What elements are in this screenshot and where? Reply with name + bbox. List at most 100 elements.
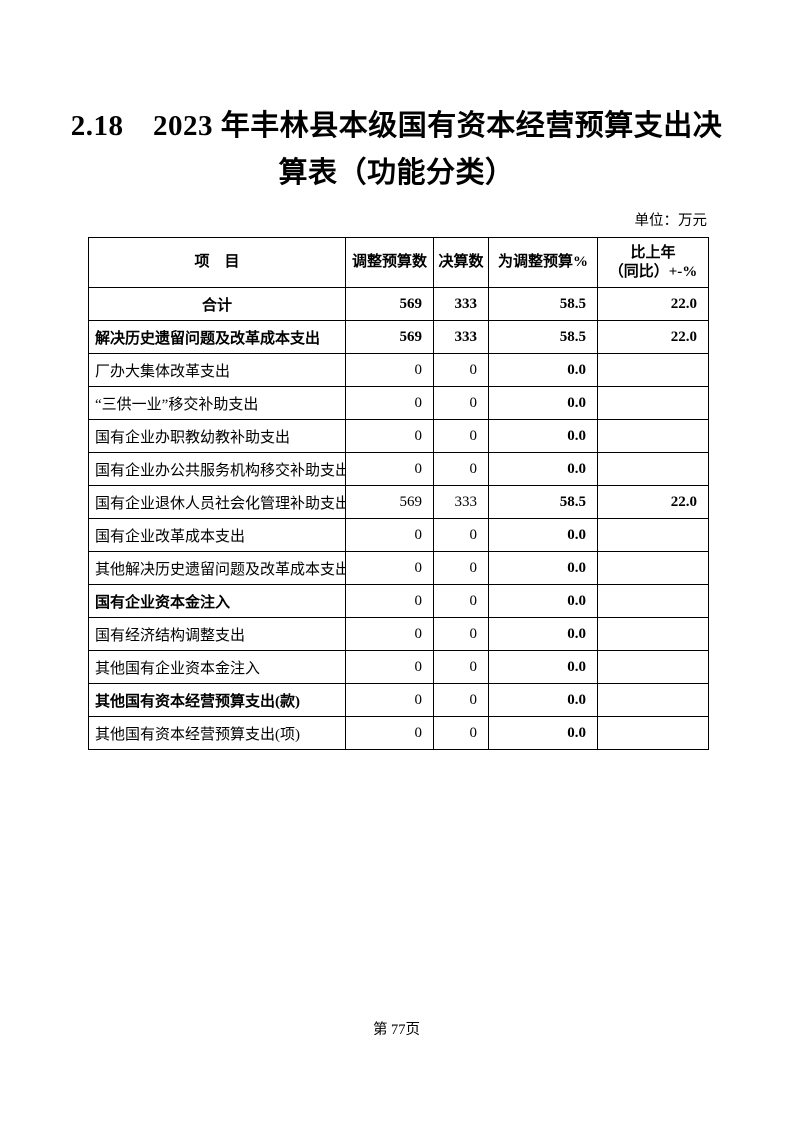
adjusted-budget-value: 0 bbox=[345, 716, 434, 750]
pct-of-adjusted-value: 58.5 bbox=[488, 320, 598, 354]
table-row: 其他国有资本经营预算支出(款) 0 0 0.0 bbox=[88, 683, 709, 717]
table-row: 国有企业改革成本支出 0 0 0.0 bbox=[88, 518, 709, 552]
pct-of-adjusted-value: 0.0 bbox=[488, 650, 598, 684]
yoy-value bbox=[597, 584, 709, 618]
pct-of-adjusted-value: 0.0 bbox=[488, 452, 598, 486]
table-row: 其他国有企业资本金注入 0 0 0.0 bbox=[88, 650, 709, 684]
row-item-label: “三供一业”移交补助支出 bbox=[88, 386, 346, 420]
adjusted-budget-value: 0 bbox=[345, 518, 434, 552]
column-header-pct-of-adjusted: 为调整预算% bbox=[488, 237, 598, 288]
final-accounts-value: 0 bbox=[433, 617, 489, 651]
table-row: 国有企业办职教幼教补助支出 0 0 0.0 bbox=[88, 419, 709, 453]
column-header-adjusted-budget: 调整预算数 bbox=[345, 237, 434, 288]
yoy-value bbox=[597, 617, 709, 651]
pct-of-adjusted-value: 0.0 bbox=[488, 584, 598, 618]
pct-of-adjusted-value: 0.0 bbox=[488, 716, 598, 750]
table-row: 解决历史遗留问题及改革成本支出 569 333 58.5 22.0 bbox=[88, 320, 709, 354]
final-accounts-value: 0 bbox=[433, 683, 489, 717]
row-item-label: 解决历史遗留问题及改革成本支出 bbox=[88, 320, 346, 354]
final-accounts-value: 0 bbox=[433, 386, 489, 420]
table-row: 国有企业退休人员社会化管理补助支出 569 333 58.5 22.0 bbox=[88, 485, 709, 519]
column-header-item: 项 目 bbox=[88, 237, 346, 288]
adjusted-budget-value: 569 bbox=[345, 320, 434, 354]
row-item-label: 厂办大集体改革支出 bbox=[88, 353, 346, 387]
pct-of-adjusted-value: 0.0 bbox=[488, 518, 598, 552]
adjusted-budget-value: 0 bbox=[345, 617, 434, 651]
yoy-value bbox=[597, 419, 709, 453]
budget-expenditure-table: 项 目 调整预算数 决算数 为调整预算% 比上年 （同比）+-% 合计 569 33… bbox=[88, 237, 709, 750]
table-row: 厂办大集体改革支出 0 0 0.0 bbox=[88, 353, 709, 387]
table-row: 其他国有资本经营预算支出(项) 0 0 0.0 bbox=[88, 716, 709, 750]
column-header-final-accounts: 决算数 bbox=[433, 237, 489, 288]
yoy-value bbox=[597, 353, 709, 387]
column-header-yoy-line2: （同比）+-% bbox=[608, 263, 698, 280]
adjusted-budget-value: 0 bbox=[345, 353, 434, 387]
table-row: 国有企业资本金注入 0 0 0.0 bbox=[88, 584, 709, 618]
yoy-value bbox=[597, 518, 709, 552]
table-row: 其他解决历史遗留问题及改革成本支出 0 0 0.0 bbox=[88, 551, 709, 585]
final-accounts-value: 0 bbox=[433, 353, 489, 387]
page-title-line2: 算表（功能分类） bbox=[278, 157, 515, 189]
table-header: 项 目 调整预算数 决算数 为调整预算% 比上年 （同比）+-% bbox=[88, 237, 709, 288]
yoy-value bbox=[597, 716, 709, 750]
row-item-label: 国有企业资本金注入 bbox=[88, 584, 346, 618]
pct-of-adjusted-value: 0.0 bbox=[488, 386, 598, 420]
row-item-label: 国有企业改革成本支出 bbox=[88, 518, 346, 552]
table-row: 合计 569 333 58.5 22.0 bbox=[88, 287, 709, 321]
adjusted-budget-value: 569 bbox=[345, 485, 434, 519]
row-item-label: 其他国有资本经营预算支出(款) bbox=[88, 683, 346, 717]
page-title: 2.18 2023 年丰林县本级国有资本经营预算支出决 算表（功能分类） bbox=[60, 103, 733, 197]
table-body: 合计 569 333 58.5 22.0 解决历史遗留问题及改革成本支出 569 333 58.… bbox=[88, 287, 709, 750]
table-row: 国有经济结构调整支出 0 0 0.0 bbox=[88, 617, 709, 651]
final-accounts-value: 0 bbox=[433, 650, 489, 684]
adjusted-budget-value: 0 bbox=[345, 419, 434, 453]
final-accounts-value: 0 bbox=[433, 551, 489, 585]
pct-of-adjusted-value: 0.0 bbox=[488, 419, 598, 453]
column-header-yoy: 比上年 （同比）+-% bbox=[597, 237, 709, 288]
yoy-value bbox=[597, 452, 709, 486]
row-item-label: 合计 bbox=[88, 287, 346, 321]
yoy-value bbox=[597, 551, 709, 585]
row-item-label: 国有企业办职教幼教补助支出 bbox=[88, 419, 346, 453]
row-item-label: 其他国有企业资本金注入 bbox=[88, 650, 346, 684]
unit-label: 单位：万元 bbox=[634, 213, 708, 229]
table-row: “三供一业”移交补助支出 0 0 0.0 bbox=[88, 386, 709, 420]
adjusted-budget-value: 0 bbox=[345, 452, 434, 486]
final-accounts-value: 0 bbox=[433, 419, 489, 453]
final-accounts-value: 0 bbox=[433, 716, 489, 750]
final-accounts-value: 333 bbox=[433, 320, 489, 354]
pct-of-adjusted-value: 58.5 bbox=[488, 287, 598, 321]
page-number: 第 77页 bbox=[372, 1022, 421, 1038]
yoy-value bbox=[597, 386, 709, 420]
pct-of-adjusted-value: 0.0 bbox=[488, 683, 598, 717]
final-accounts-value: 0 bbox=[433, 584, 489, 618]
row-item-label: 其他国有资本经营预算支出(项) bbox=[88, 716, 346, 750]
page-title-line1: 2.18 2023 年丰林县本级国有资本经营预算支出决 bbox=[70, 110, 723, 142]
yoy-value: 22.0 bbox=[597, 287, 709, 321]
yoy-value: 22.0 bbox=[597, 320, 709, 354]
yoy-value: 22.0 bbox=[597, 485, 709, 519]
table-row: 国有企业办公共服务机构移交补助支出 0 0 0.0 bbox=[88, 452, 709, 486]
row-item-label: 其他解决历史遗留问题及改革成本支出 bbox=[88, 551, 346, 585]
adjusted-budget-value: 0 bbox=[345, 683, 434, 717]
adjusted-budget-value: 0 bbox=[345, 584, 434, 618]
adjusted-budget-value: 569 bbox=[345, 287, 434, 321]
final-accounts-value: 333 bbox=[433, 287, 489, 321]
final-accounts-value: 333 bbox=[433, 485, 489, 519]
yoy-value bbox=[597, 683, 709, 717]
adjusted-budget-value: 0 bbox=[345, 551, 434, 585]
final-accounts-value: 0 bbox=[433, 452, 489, 486]
final-accounts-value: 0 bbox=[433, 518, 489, 552]
adjusted-budget-value: 0 bbox=[345, 386, 434, 420]
pct-of-adjusted-value: 0.0 bbox=[488, 617, 598, 651]
row-item-label: 国有企业办公共服务机构移交补助支出 bbox=[88, 452, 346, 486]
pct-of-adjusted-value: 58.5 bbox=[488, 485, 598, 519]
table-header-row: 项 目 调整预算数 决算数 为调整预算% 比上年 （同比）+-% bbox=[88, 237, 709, 288]
row-item-label: 国有经济结构调整支出 bbox=[88, 617, 346, 651]
column-header-yoy-line1: 比上年 bbox=[630, 244, 676, 261]
pct-of-adjusted-value: 0.0 bbox=[488, 551, 598, 585]
adjusted-budget-value: 0 bbox=[345, 650, 434, 684]
row-item-label: 国有企业退休人员社会化管理补助支出 bbox=[88, 485, 346, 519]
pct-of-adjusted-value: 0.0 bbox=[488, 353, 598, 387]
